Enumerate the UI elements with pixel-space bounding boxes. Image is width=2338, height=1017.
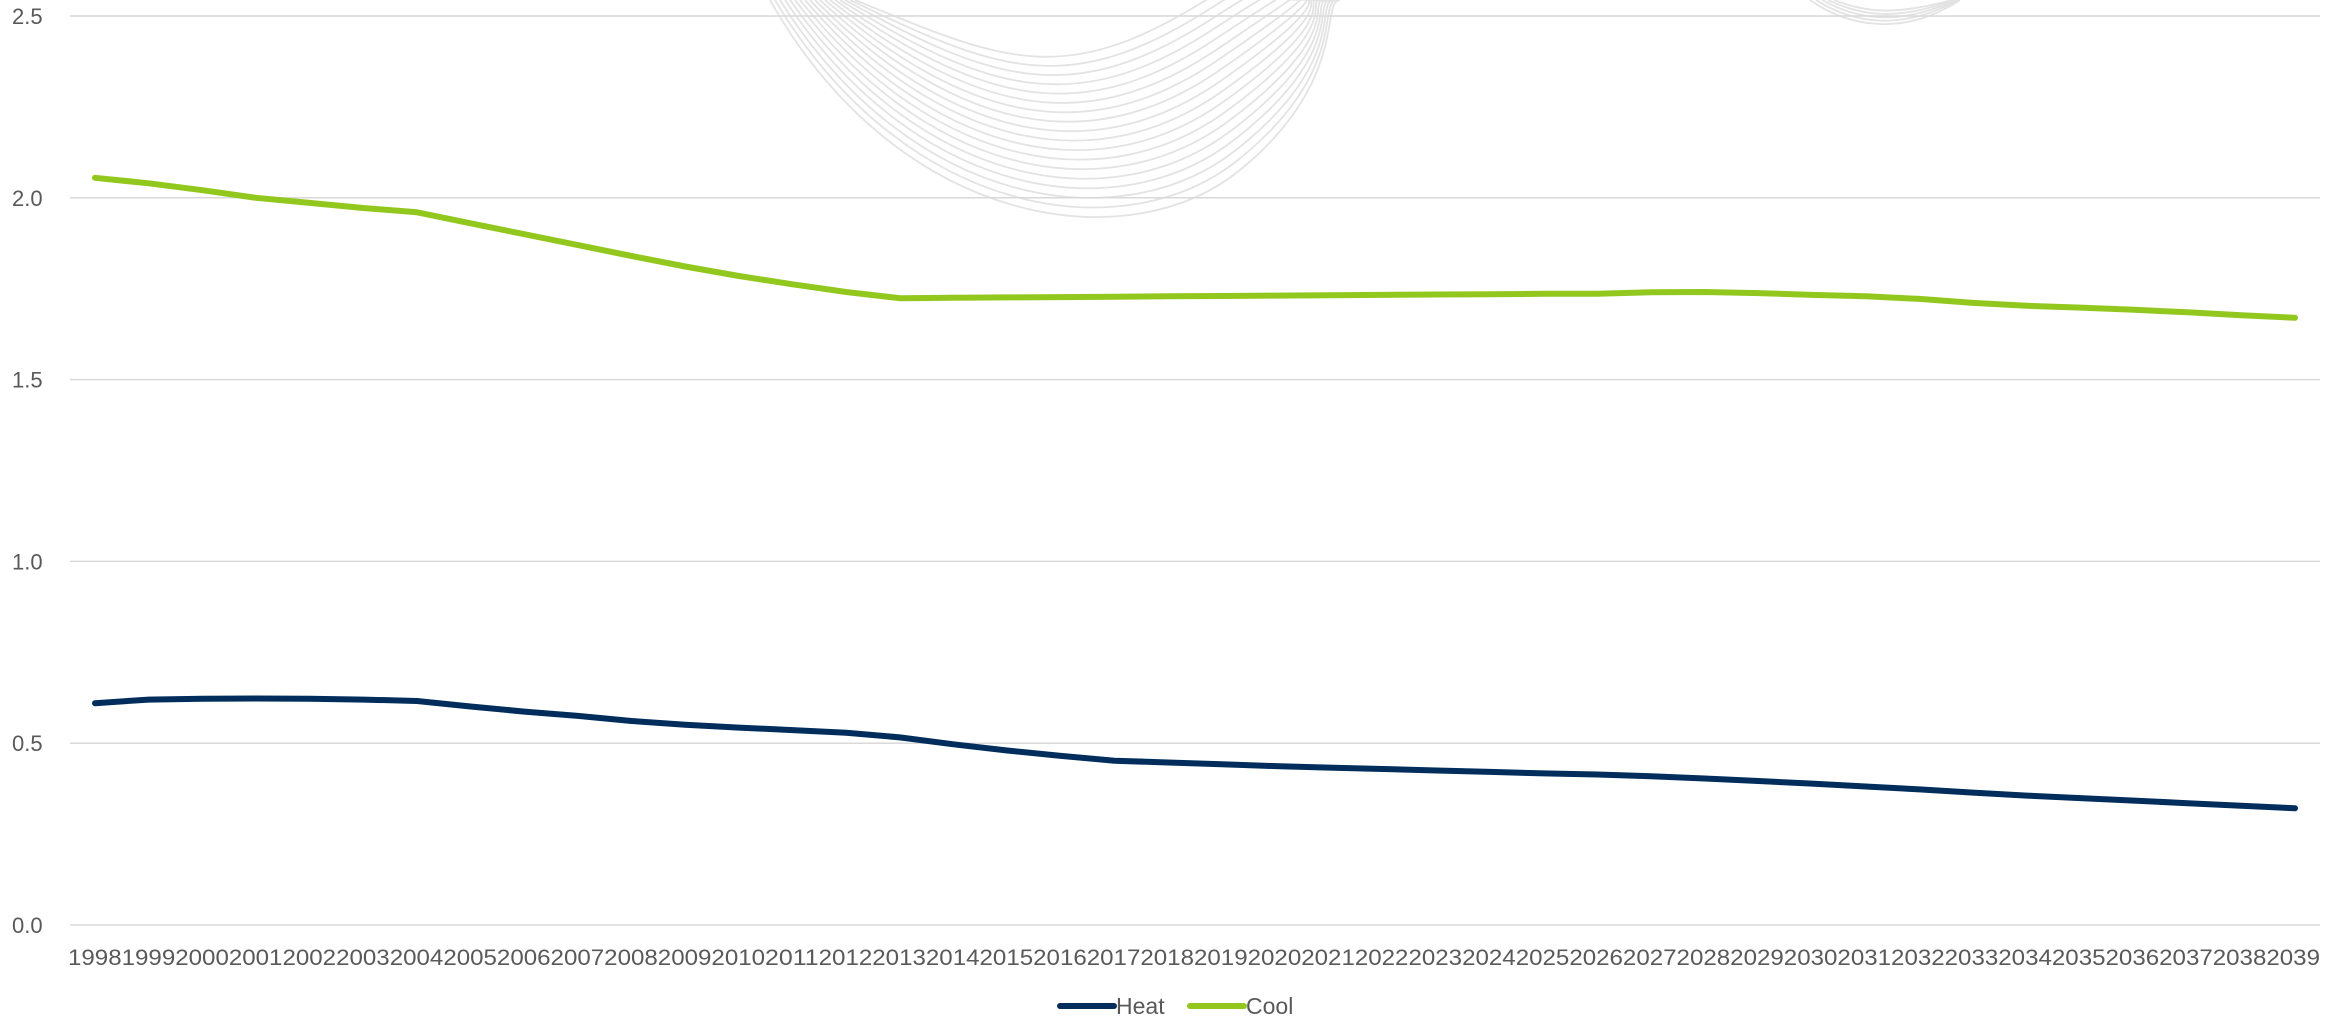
x-tick-label: 1998 xyxy=(68,945,122,970)
x-tick-label: 2009 xyxy=(658,945,712,970)
contour-line xyxy=(814,0,1313,133)
contour-line xyxy=(1821,0,1957,19)
series-lines xyxy=(92,174,2298,812)
contour-line xyxy=(779,0,1335,199)
contour-line xyxy=(1809,0,1961,25)
x-tick-label: 2019 xyxy=(1194,945,1248,970)
x-tick-label: 2014 xyxy=(926,945,980,970)
x-tick-label: 2027 xyxy=(1623,945,1677,970)
x-tick-label: 2007 xyxy=(551,945,605,970)
x-tick-label: 2020 xyxy=(1248,945,1302,970)
x-tick-label: 2012 xyxy=(819,945,873,970)
x-tick-label: 2003 xyxy=(336,945,390,970)
x-tick-label: 2032 xyxy=(1891,945,1945,970)
y-tick-label: 0.5 xyxy=(12,731,43,756)
x-tick-label: 2015 xyxy=(980,945,1034,970)
x-tick-label: 2026 xyxy=(1569,945,1623,970)
x-tick-label: 2001 xyxy=(229,945,283,970)
x-tick-label: 2016 xyxy=(1033,945,1087,970)
x-tick-label: 2030 xyxy=(1784,945,1838,970)
legend: Heat Cool xyxy=(1057,993,1293,1017)
contour-line xyxy=(804,0,1320,151)
y-axis-tick-labels: 0.0 0.5 1.0 1.5 2.0 2.5 xyxy=(12,4,43,938)
x-tick-label: 1999 xyxy=(122,945,176,970)
x-tick-label: 2029 xyxy=(1730,945,1784,970)
legend-label-heat: Heat xyxy=(1116,993,1165,1017)
x-tick-label: 2017 xyxy=(1087,945,1141,970)
x-tick-label: 2028 xyxy=(1677,945,1731,970)
gridlines xyxy=(70,15,2320,926)
x-tick-label: 2005 xyxy=(443,945,497,970)
x-tick-label: 2024 xyxy=(1462,945,1516,970)
x-tick-label: 2031 xyxy=(1837,945,1891,970)
x-tick-label: 2013 xyxy=(872,945,926,970)
y-tick-label: 2.5 xyxy=(12,4,43,29)
series-line-cool xyxy=(92,174,2298,321)
contour-line xyxy=(1827,0,1955,15)
contour-line xyxy=(769,0,1341,218)
contour-line xyxy=(774,0,1338,209)
x-tick-label: 2006 xyxy=(497,945,551,970)
x-tick-label: 2039 xyxy=(2266,945,2320,970)
x-tick-label: 2000 xyxy=(175,945,229,970)
x-tick-label: 2033 xyxy=(1945,945,1999,970)
contour-line xyxy=(849,0,1292,67)
y-tick-label: 1.0 xyxy=(12,549,43,574)
contour-line xyxy=(799,0,1323,161)
contour-line xyxy=(824,0,1307,114)
x-tick-label: 2025 xyxy=(1516,945,1570,970)
series-line-heat xyxy=(92,695,2298,812)
contour-line xyxy=(839,0,1298,86)
contour-line xyxy=(844,0,1295,77)
x-tick-label: 2002 xyxy=(282,945,336,970)
contour-line xyxy=(809,0,1317,142)
contour-line xyxy=(784,0,1332,190)
x-tick-label: 2037 xyxy=(2159,945,2213,970)
x-tick-label: 2038 xyxy=(2213,945,2267,970)
contour-line xyxy=(1815,0,1959,22)
x-tick-label: 2034 xyxy=(1998,945,2052,970)
x-tick-label: 2036 xyxy=(2106,945,2160,970)
contour-line xyxy=(789,0,1329,180)
x-tick-label: 2004 xyxy=(390,945,444,970)
x-tick-label: 2018 xyxy=(1140,945,1194,970)
contour-line xyxy=(819,0,1310,123)
contour-line xyxy=(854,0,1289,58)
contour-line xyxy=(794,0,1326,170)
y-tick-label: 1.5 xyxy=(12,368,43,393)
contour-line xyxy=(834,0,1301,95)
x-tick-label: 2021 xyxy=(1301,945,1355,970)
y-tick-label: 2.0 xyxy=(12,186,43,211)
x-tick-label: 2035 xyxy=(2052,945,2106,970)
background-watermark xyxy=(769,0,1961,218)
x-tick-label: 2011 xyxy=(765,945,819,970)
x-axis-tick-labels: 1998 1999 2000 2001 2002 2003 2004 2005 2006 2007… xyxy=(68,945,2320,970)
contour-line xyxy=(1833,0,1953,12)
contour-line xyxy=(829,0,1304,104)
x-tick-label: 2010 xyxy=(711,945,765,970)
x-tick-label: 2023 xyxy=(1408,945,1462,970)
x-tick-label: 2022 xyxy=(1355,945,1409,970)
x-tick-label: 2008 xyxy=(604,945,658,970)
legend-label-cool: Cool xyxy=(1246,993,1293,1017)
y-tick-label: 0.0 xyxy=(12,913,43,938)
